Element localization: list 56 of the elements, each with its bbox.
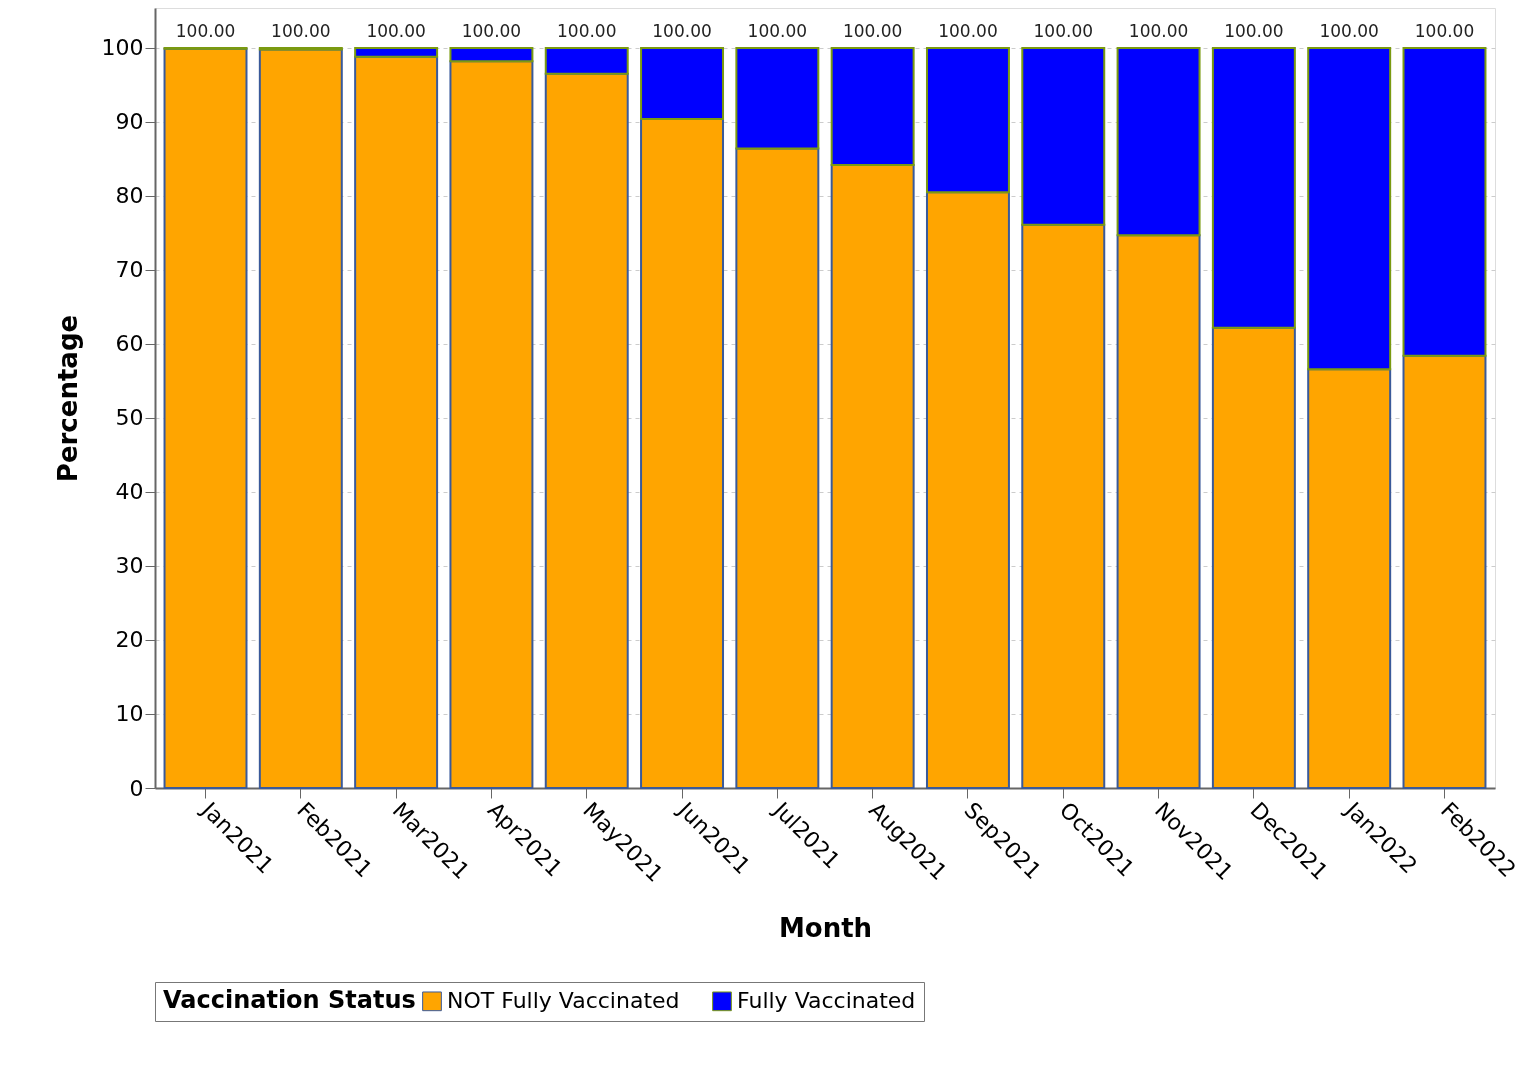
bar xyxy=(258,48,343,789)
y-tick-label: 60 xyxy=(115,331,144,357)
y-tick-label: 20 xyxy=(115,627,144,653)
bar xyxy=(1211,326,1296,789)
total-label: 100.00 xyxy=(1319,20,1379,41)
y-axis-title: Percentage xyxy=(52,314,83,483)
bar xyxy=(544,72,629,789)
y-tick-label: 70 xyxy=(115,257,144,283)
y-tick-label: 40 xyxy=(115,479,144,505)
total-label: 100.00 xyxy=(1224,20,1284,41)
bar xyxy=(925,46,1010,194)
bar xyxy=(1307,46,1392,371)
y-tick-label: 10 xyxy=(115,701,144,727)
bar xyxy=(544,46,629,75)
bar xyxy=(1116,46,1201,237)
total-label: 100.00 xyxy=(842,20,903,41)
bar xyxy=(830,46,915,166)
bar xyxy=(735,46,820,150)
bar xyxy=(449,60,534,789)
bar xyxy=(1402,46,1487,357)
y-tick-label: 100 xyxy=(101,35,144,61)
bar xyxy=(1116,234,1201,789)
total-label: 100.00 xyxy=(1414,20,1475,41)
bar xyxy=(1021,46,1106,226)
bar xyxy=(354,55,439,789)
total-label: 100.00 xyxy=(938,20,998,41)
bar xyxy=(449,46,534,63)
bar xyxy=(163,47,248,789)
total-label: 100.00 xyxy=(556,20,617,41)
legend-label: NOT Fully Vaccinated xyxy=(447,988,680,1014)
total-label: 100.00 xyxy=(175,20,236,41)
y-tick-label: 90 xyxy=(115,109,144,135)
bar xyxy=(640,46,725,121)
y-tick-label: 50 xyxy=(115,405,144,431)
total-label: 100.00 xyxy=(271,20,331,41)
y-tick-label: 80 xyxy=(115,183,144,209)
y-tick-label: 0 xyxy=(129,775,144,801)
legend-title: Vaccination Status xyxy=(163,986,416,1014)
bar xyxy=(1307,368,1392,789)
bar xyxy=(830,163,915,789)
y-tick-label: 30 xyxy=(115,553,144,579)
total-label: 100.00 xyxy=(1128,20,1189,41)
legend-label: Fully Vaccinated xyxy=(737,988,916,1014)
bar xyxy=(735,147,820,789)
bar xyxy=(1211,46,1296,329)
bar xyxy=(1021,223,1106,789)
total-label: 100.00 xyxy=(747,20,808,41)
bar xyxy=(354,46,439,58)
bar xyxy=(1402,354,1487,789)
total-label: 100.00 xyxy=(366,20,426,41)
bar xyxy=(925,191,1010,789)
total-label: 100.00 xyxy=(652,20,712,41)
x-axis-title: Month xyxy=(778,913,873,944)
bar xyxy=(640,118,725,789)
total-label: 100.00 xyxy=(1033,20,1094,41)
total-label: 100.00 xyxy=(461,20,522,41)
